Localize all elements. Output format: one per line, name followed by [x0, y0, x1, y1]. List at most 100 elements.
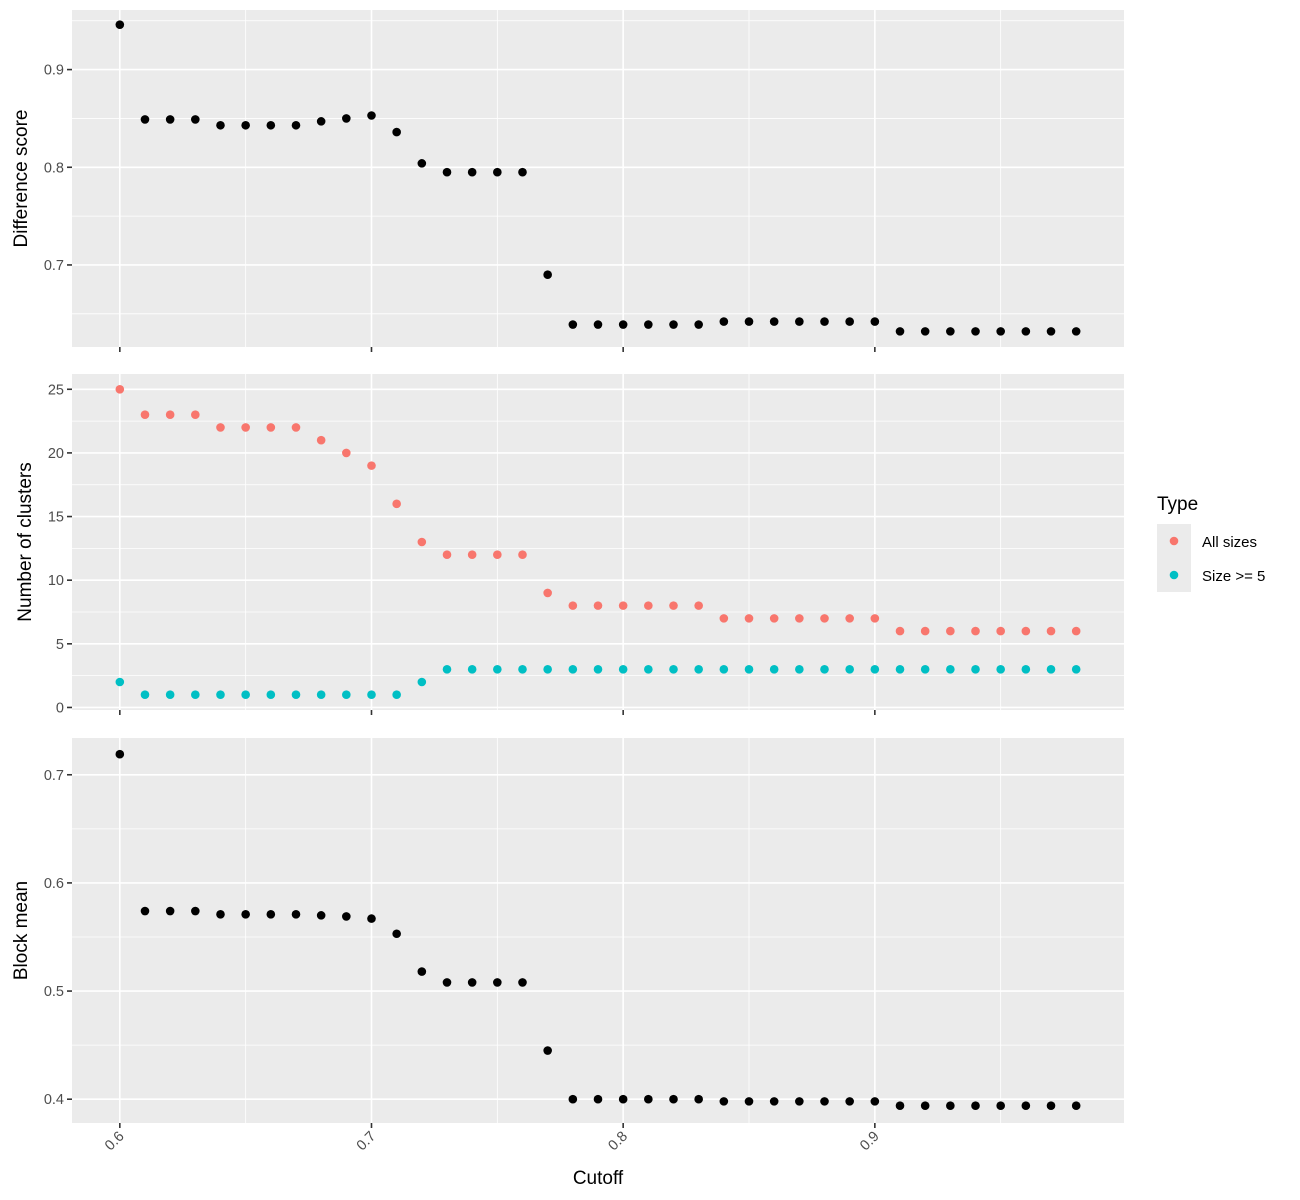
difference-score-point: [467, 167, 477, 177]
block-mean-point: [115, 749, 125, 759]
all-sizes-point: [593, 601, 603, 610]
number-of-clusters-panel-background: [72, 374, 1124, 710]
difference-score-x-ticks: [119, 347, 876, 352]
size-5-point: [392, 690, 401, 700]
difference-score-points: [115, 20, 1081, 336]
difference-score-gridlines: [72, 10, 1124, 347]
difference-score-y-ticks: 0.7 0.8 0.9: [44, 63, 72, 274]
difference-score-point: [996, 327, 1005, 336]
block-mean-x-ticks: 0.6 0.7 0.8 0.9: [102, 1123, 883, 1154]
all-sizes-point: [946, 626, 955, 636]
difference-score-y-tick-label: 0.8: [44, 160, 64, 176]
block-mean-panel: 0.6 0.7 0.8 0.9 0.4 0.5 0.6 0.7 Block mean: [11, 738, 1124, 1154]
all-sizes-point: [165, 410, 175, 420]
difference-score-point: [946, 327, 955, 336]
difference-score-point: [1071, 327, 1081, 336]
legend-item-size-5: Size >= 5: [1157, 558, 1265, 592]
all-sizes-point: [870, 614, 880, 623]
block-mean-point: [996, 1101, 1005, 1110]
size-5-point: [996, 664, 1005, 674]
all-sizes-point: [971, 626, 980, 636]
size-5-point: [795, 664, 804, 674]
block-mean-point: [644, 1094, 653, 1104]
difference-score-point: [568, 320, 578, 329]
block-mean-point: [216, 909, 225, 919]
difference-score-point: [769, 317, 779, 326]
difference-score-y-tick-label: 0.9: [44, 63, 64, 79]
all-sizes-point: [719, 614, 729, 623]
size-5-point: [870, 664, 880, 674]
all-sizes-point: [1046, 626, 1056, 636]
number-of-clusters-y-ticks: 0 5 10 15 20 25: [48, 382, 72, 716]
block-mean-y-tick-label: 0.7: [44, 768, 64, 784]
all-sizes-point: [266, 423, 276, 432]
size-5-point: [644, 664, 653, 674]
size-5-point: [241, 690, 250, 700]
legend-item-all-sizes: All sizes: [1157, 524, 1257, 558]
size-5-point: [493, 664, 502, 674]
number-of-clusters-y-tick-label: 0: [56, 700, 64, 716]
all-sizes-point: [1071, 626, 1081, 636]
all-sizes-point: [744, 614, 754, 623]
block-mean-y-axis-title: Block mean: [11, 881, 32, 980]
difference-score-point: [493, 167, 502, 177]
block-mean-point: [316, 911, 326, 920]
difference-score-point: [744, 317, 754, 326]
size-5-point: [568, 664, 578, 674]
difference-score-point: [442, 167, 452, 177]
size-5-point: [518, 664, 527, 674]
block-mean-point: [165, 906, 175, 916]
difference-score-point: [920, 327, 930, 336]
size-5-point: [115, 677, 125, 687]
block-mean-point: [392, 929, 401, 939]
size-5-point: [342, 690, 351, 700]
block-mean-point: [1021, 1101, 1031, 1110]
difference-score-point: [191, 115, 200, 124]
number-of-clusters-points: [115, 384, 1081, 700]
all-sizes-point: [795, 614, 804, 623]
number-of-clusters-y-tick-label: 5: [56, 637, 64, 653]
all-sizes-point: [820, 614, 829, 623]
size-5-point: [442, 664, 452, 674]
all-sizes-point: [920, 626, 930, 636]
number-of-clusters-y-tick-label: 10: [48, 573, 64, 589]
difference-score-y-axis-title: Difference score: [11, 110, 32, 248]
block-mean-point: [241, 909, 250, 919]
block-mean-point: [518, 978, 527, 987]
legend-marker-all-sizes: [1169, 536, 1179, 546]
difference-score-point: [845, 317, 854, 326]
block-mean-point: [543, 1046, 552, 1055]
size-5-point: [191, 690, 200, 700]
difference-score-point: [1021, 327, 1031, 336]
x-axis-title: Cutoff: [573, 1168, 624, 1189]
number-of-clusters-x-ticks: [119, 710, 876, 715]
block-mean-point: [744, 1097, 754, 1106]
difference-score-point: [367, 111, 376, 120]
all-sizes-point: [392, 499, 401, 509]
all-sizes-point: [367, 461, 376, 470]
all-sizes-point: [518, 550, 527, 560]
difference-score-point: [593, 320, 603, 329]
size-5-point: [1021, 664, 1031, 674]
block-mean-point: [291, 909, 301, 919]
size-5-point: [216, 690, 225, 700]
size-5-point: [467, 664, 477, 674]
all-sizes-point: [769, 614, 779, 623]
difference-score-point: [669, 320, 678, 329]
block-mean-y-tick-label: 0.4: [44, 1092, 64, 1108]
difference-score-point: [870, 317, 880, 326]
size-5-point: [769, 664, 779, 674]
block-mean-y-tick-label: 0.5: [44, 984, 64, 1000]
difference-score-point: [694, 320, 703, 329]
difference-score-point: [895, 327, 905, 336]
size-5-point: [140, 690, 150, 700]
all-sizes-point: [996, 626, 1005, 636]
block-mean-point: [618, 1094, 628, 1104]
all-sizes-point: [618, 601, 628, 610]
block-mean-point: [417, 967, 427, 976]
difference-score-point: [795, 317, 804, 326]
size-5-point: [165, 690, 175, 700]
all-sizes-point: [568, 601, 578, 610]
block-mean-point: [895, 1101, 905, 1110]
all-sizes-point: [1021, 626, 1031, 636]
